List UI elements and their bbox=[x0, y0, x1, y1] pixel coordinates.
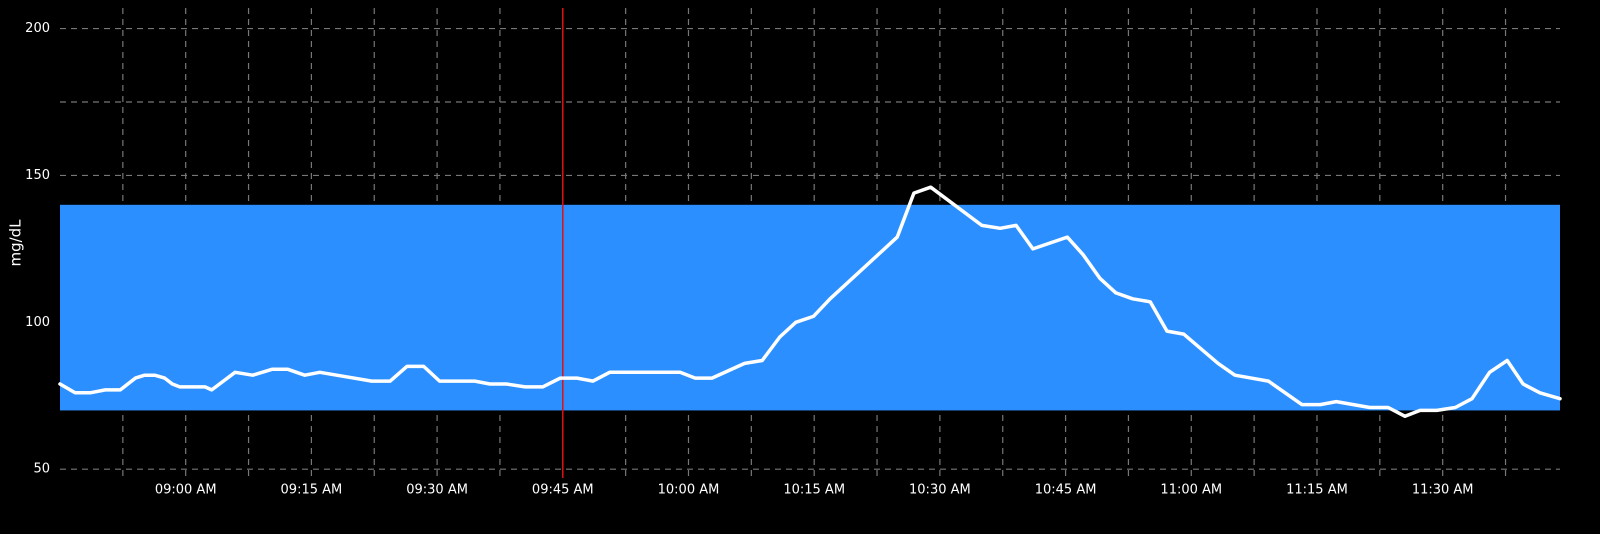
x-tick-label: 10:00 AM bbox=[658, 483, 720, 498]
y-tick-label: 100 bbox=[25, 315, 50, 330]
x-tick-label: 10:30 AM bbox=[909, 483, 971, 498]
target-range bbox=[60, 204, 1560, 411]
x-tick-label: 09:15 AM bbox=[281, 483, 343, 498]
x-tick-label: 11:15 AM bbox=[1286, 483, 1348, 498]
x-tick-label: 11:30 AM bbox=[1412, 483, 1474, 498]
x-tick-label: 10:15 AM bbox=[783, 483, 845, 498]
x-tick-label: 09:30 AM bbox=[406, 483, 468, 498]
x-tick-label: 09:45 AM bbox=[532, 483, 594, 498]
x-tick-label: 09:00 AM bbox=[155, 483, 217, 498]
y-tick-label: 50 bbox=[33, 462, 50, 477]
y-tick-label: 150 bbox=[25, 168, 50, 183]
y-tick-label: 200 bbox=[25, 21, 50, 36]
x-tick-label: 10:45 AM bbox=[1035, 483, 1097, 498]
y-axis-label: mg/dL bbox=[7, 219, 25, 267]
x-tick-label: 11:00 AM bbox=[1160, 483, 1222, 498]
glucose-line bbox=[58, 185, 1562, 419]
